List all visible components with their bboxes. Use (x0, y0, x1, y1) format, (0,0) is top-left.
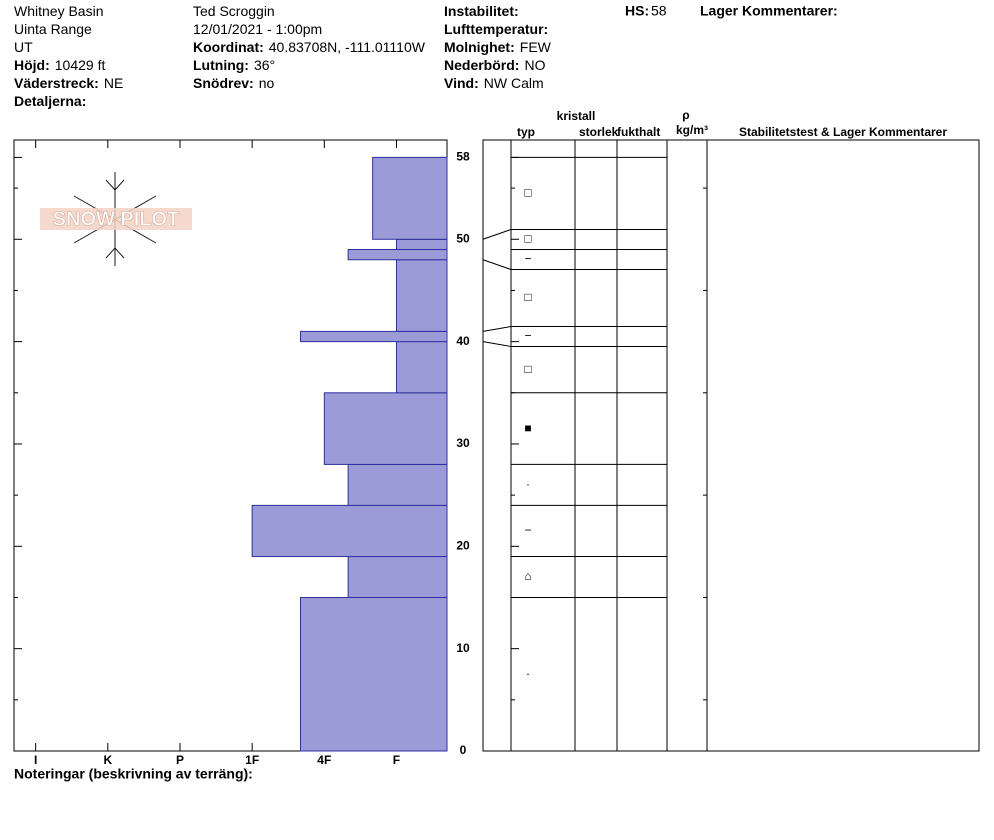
field-label: Väderstreck: (14, 75, 99, 91)
grain-type: □ (524, 186, 531, 200)
field-value: UT (14, 39, 33, 55)
field-label: Nederbörd: (444, 57, 519, 73)
field-label: Vind: (444, 75, 479, 91)
connector (482, 326, 512, 332)
header-field: Lutning: 36° (193, 57, 275, 73)
grain-type: − (524, 523, 531, 537)
hs-value: 58 (651, 3, 667, 19)
connector (482, 229, 512, 240)
table-frame (482, 139, 980, 752)
field-label: Snödrev: (193, 75, 254, 91)
grain-type: · (526, 666, 530, 680)
field-value: 10429 ft (55, 57, 106, 73)
hs-label: HS: (625, 3, 649, 19)
grain-type: □ (524, 290, 531, 304)
hardness-bar (323, 392, 448, 465)
header-field: Nederbörd: NO (444, 57, 546, 73)
col-comments: Stabilitetstest & Lager Kommentarer (739, 125, 947, 139)
logo-band (40, 208, 192, 230)
y-tick-label: 0 (460, 743, 467, 757)
header-field: Lufttemperatur: (444, 21, 548, 37)
hardness-bar (300, 330, 448, 343)
x-tick-label: F (393, 753, 400, 767)
col-moisture: fukthalt (617, 125, 660, 139)
y-tick-label: 50 (456, 231, 470, 245)
x-tick-label: 1F (245, 753, 259, 767)
y-tick-label: 10 (456, 641, 470, 655)
hardness-bar (347, 249, 448, 261)
col-type: typ (517, 125, 535, 139)
field-value: 36° (254, 57, 275, 73)
field-value: NO (524, 57, 545, 73)
field-label: Detaljerna: (14, 93, 86, 109)
logo-text: SNOW PILOT (53, 208, 180, 230)
field-value: FEW (520, 39, 552, 55)
header-field: Väderstreck: NE (14, 75, 123, 91)
x-tick-label: 4F (317, 753, 331, 767)
header-field: Molnighet: FEW (444, 39, 552, 55)
grain-type: − (524, 252, 531, 266)
x-tick-label: I (34, 753, 37, 767)
y-tick-label: 58 (456, 150, 470, 164)
header-field: Whitney Basin (14, 3, 103, 19)
col-density: kg/m³ (676, 123, 708, 137)
header-field: Detaljerna: (14, 93, 86, 109)
x-tick-label: K (103, 753, 112, 767)
header-field: Höjd: 10429 ft (14, 57, 105, 73)
header-field: Snödrev: no (193, 75, 274, 91)
header-field: Uinta Range (14, 21, 92, 37)
grain-type: □ (524, 362, 531, 376)
grain-type: ⌂ (524, 569, 531, 583)
layer-comments: Lager Kommentarer: (700, 3, 838, 19)
grain-type: − (524, 329, 531, 343)
y-tick-label: 20 (456, 538, 470, 552)
hardness-bar (395, 341, 448, 394)
hardness-bar (372, 156, 448, 240)
col-rho: ρ (682, 108, 689, 122)
x-tick-label: P (176, 753, 184, 767)
header-field: 12/01/2021 - 1:00pm (193, 21, 322, 37)
field-value: Uinta Range (14, 21, 92, 37)
header-field: Instabilitet: (444, 3, 519, 19)
header-field: UT (14, 39, 33, 55)
field-label: Koordinat: (193, 39, 264, 55)
hardness-bar (395, 238, 448, 251)
hardness-bar (251, 504, 448, 558)
field-value: Ted Scroggin (193, 3, 275, 19)
hardness-bar (395, 259, 448, 332)
field-label: Höjd: (14, 57, 50, 73)
grain-type: · (526, 477, 530, 491)
header-field: Vind: NW Calm (444, 75, 544, 91)
field-value: NE (104, 75, 123, 91)
col-size: storlek (579, 125, 619, 139)
header-field: Koordinat: 40.83708N, -111.01110W (193, 39, 426, 55)
notes: Noteringar (beskrivning av terräng): (14, 766, 253, 782)
hardness-bar (300, 596, 448, 752)
field-value: 40.83708N, -111.01110W (269, 39, 426, 55)
header-field: Ted Scroggin (193, 3, 275, 19)
hardness-bar (347, 556, 448, 598)
field-value: NW Calm (484, 75, 544, 91)
field-value: Whitney Basin (14, 3, 103, 19)
connector (482, 259, 512, 270)
y-tick-label: 40 (456, 334, 470, 348)
field-value: 12/01/2021 - 1:00pm (193, 21, 322, 37)
grain-type: □ (524, 232, 531, 246)
field-label: Lufttemperatur: (444, 21, 548, 37)
field-label: Lutning: (193, 57, 249, 73)
connector (482, 341, 512, 347)
hardness-bar (347, 463, 448, 506)
grain-type: ■ (524, 421, 531, 435)
y-tick-label: 30 (456, 436, 470, 450)
field-value: no (259, 75, 275, 91)
field-label: Instabilitet: (444, 3, 519, 19)
field-label: Molnighet: (444, 39, 515, 55)
col-crystal: kristall (557, 109, 596, 123)
